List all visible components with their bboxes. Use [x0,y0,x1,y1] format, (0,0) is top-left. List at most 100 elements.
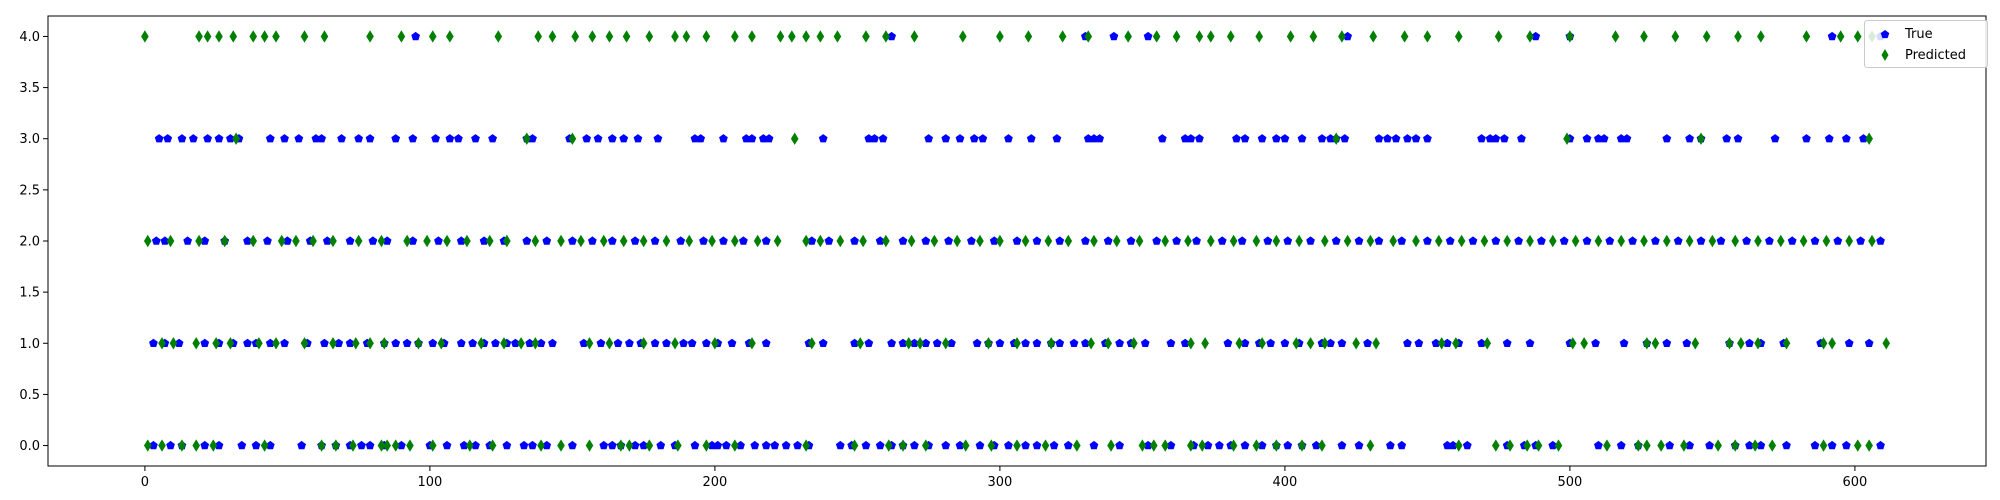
predicted-point [1306,337,1315,350]
predicted-point [605,337,614,350]
true-point [989,236,999,245]
true-point [479,236,489,245]
true-point [1423,134,1432,143]
predicted-point [1643,337,1651,350]
true-point [365,134,375,143]
predicted-point [1777,234,1785,248]
true-point [955,440,965,450]
predicted-point [1853,439,1862,452]
predicted-point [1768,439,1777,452]
predicted-point [1702,30,1711,43]
true-point [1619,338,1629,347]
true-point [625,338,634,347]
true-point [699,236,708,245]
true-point [1063,440,1073,450]
predicted-point [1044,234,1053,248]
true-point [1548,440,1558,450]
predicted-point [1226,30,1235,43]
x-tick-label: 100 [417,475,442,490]
true-point [1158,134,1167,143]
true-point [1827,440,1837,450]
true-point [166,440,175,450]
predicted-point [215,30,223,43]
true-point [1827,31,1837,41]
predicted-point [1526,30,1534,43]
true-point [759,134,768,143]
predicted-point [1865,439,1873,452]
predicted-point [414,337,423,350]
predicted-point [192,439,200,452]
true-point [1411,134,1421,143]
predicted-point [1107,439,1115,452]
predicted-point [428,439,437,452]
true-point [391,134,401,143]
true-point [397,440,406,450]
predicted-point [1651,337,1660,350]
predicted-point [1332,132,1340,145]
predicted-point [976,234,984,248]
true-point [1682,338,1692,347]
true-point [850,236,859,245]
x-tick-label: 0 [141,475,149,490]
true-point [1354,236,1364,245]
predicted-point [329,234,337,248]
true-point [1802,134,1811,143]
true-point [975,440,985,450]
predicted-point [249,234,257,248]
true-point [154,134,164,143]
true-point [1594,440,1603,450]
true-point [1782,440,1791,450]
true-point [1215,440,1224,450]
predicted-point [537,439,545,452]
predicted-point [1799,234,1808,248]
predicted-point [1680,439,1688,452]
true-point [1745,338,1754,347]
predicted-point [1483,337,1492,350]
predicted-point [1566,30,1574,43]
true-point [1810,440,1820,450]
predicted-point [731,30,739,43]
predicted-point [941,337,950,350]
true-point [1343,31,1352,41]
true-point [824,236,834,245]
true-point [1166,338,1176,347]
true-point [1140,338,1150,347]
x-axis: 0 100 200 300 400 500 600 [141,466,1867,490]
true-point [528,134,537,143]
true-point [676,236,686,245]
true-point [1143,440,1153,450]
true-point [1326,134,1335,143]
true-point [910,440,919,450]
predicted-point [1697,132,1705,145]
true-point [1477,338,1486,347]
true-point [1115,440,1124,450]
true-point [1240,338,1250,347]
predicted-point [1580,337,1588,350]
true-point [1237,236,1247,245]
predicted-point [1708,234,1717,248]
true-point [1089,440,1099,450]
predicted-point [1104,337,1112,350]
true-point [941,440,951,450]
predicted-point [1024,30,1033,43]
true-point [739,236,748,245]
true-point [1069,338,1079,347]
true-point [502,440,512,450]
predicted-point [585,337,594,350]
true-point [1423,236,1432,245]
predicted-point [1437,337,1446,350]
true-point [955,134,965,143]
predicted-point [1130,337,1138,350]
predicted-point [366,337,374,350]
true-point [189,134,198,143]
predicted-point [671,30,679,43]
true-point [1363,338,1372,347]
predicted-point [349,439,357,452]
true-point [1386,440,1395,450]
predicted-point [1286,30,1295,43]
predicted-point [1087,337,1095,350]
true-point [1616,134,1626,143]
predicted-point [850,439,859,452]
predicted-point [397,30,406,43]
